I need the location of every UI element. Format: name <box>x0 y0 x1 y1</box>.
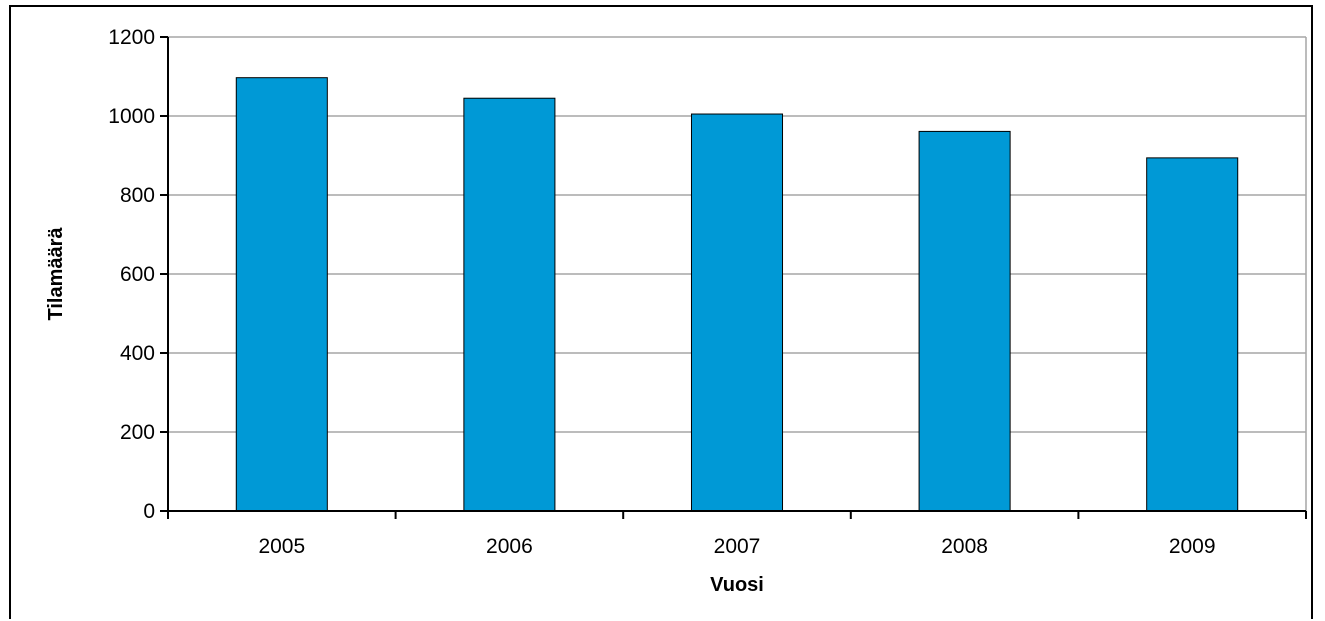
bar-2008 <box>918 130 1011 512</box>
bar-2005 <box>235 77 328 512</box>
x-tick-label-2005: 2005 <box>258 535 305 558</box>
bar-2006 <box>463 97 556 512</box>
bar-2009 <box>1146 157 1239 512</box>
x-tick-label-2008: 2008 <box>941 535 988 558</box>
y-tick-labels: 0 200 400 600 800 1000 1200 <box>108 26 155 523</box>
y-axis-title: Tilamäärä <box>45 227 67 321</box>
chart-frame <box>9 5 1313 619</box>
x-tick-label-2007: 2007 <box>714 535 761 558</box>
y-tick-label-2: 400 <box>120 342 155 365</box>
y-tick-label-0: 0 <box>143 500 155 523</box>
x-tick-label-2006: 2006 <box>486 535 533 558</box>
bar-2007 <box>690 113 784 512</box>
bars <box>235 77 1239 512</box>
y-tick-label-1: 200 <box>120 421 155 444</box>
y-tick-label-3: 600 <box>120 263 155 286</box>
x-tick-labels: 2005 2006 2007 2008 2009 <box>258 535 1215 558</box>
y-tick-label-4: 800 <box>120 184 155 207</box>
axes <box>160 36 1307 519</box>
y-tick-label-6: 1200 <box>108 26 155 49</box>
y-tick-label-5: 1000 <box>108 105 155 128</box>
x-axis-title: Vuosi <box>710 574 764 596</box>
x-tick-label-2009: 2009 <box>1169 535 1216 558</box>
